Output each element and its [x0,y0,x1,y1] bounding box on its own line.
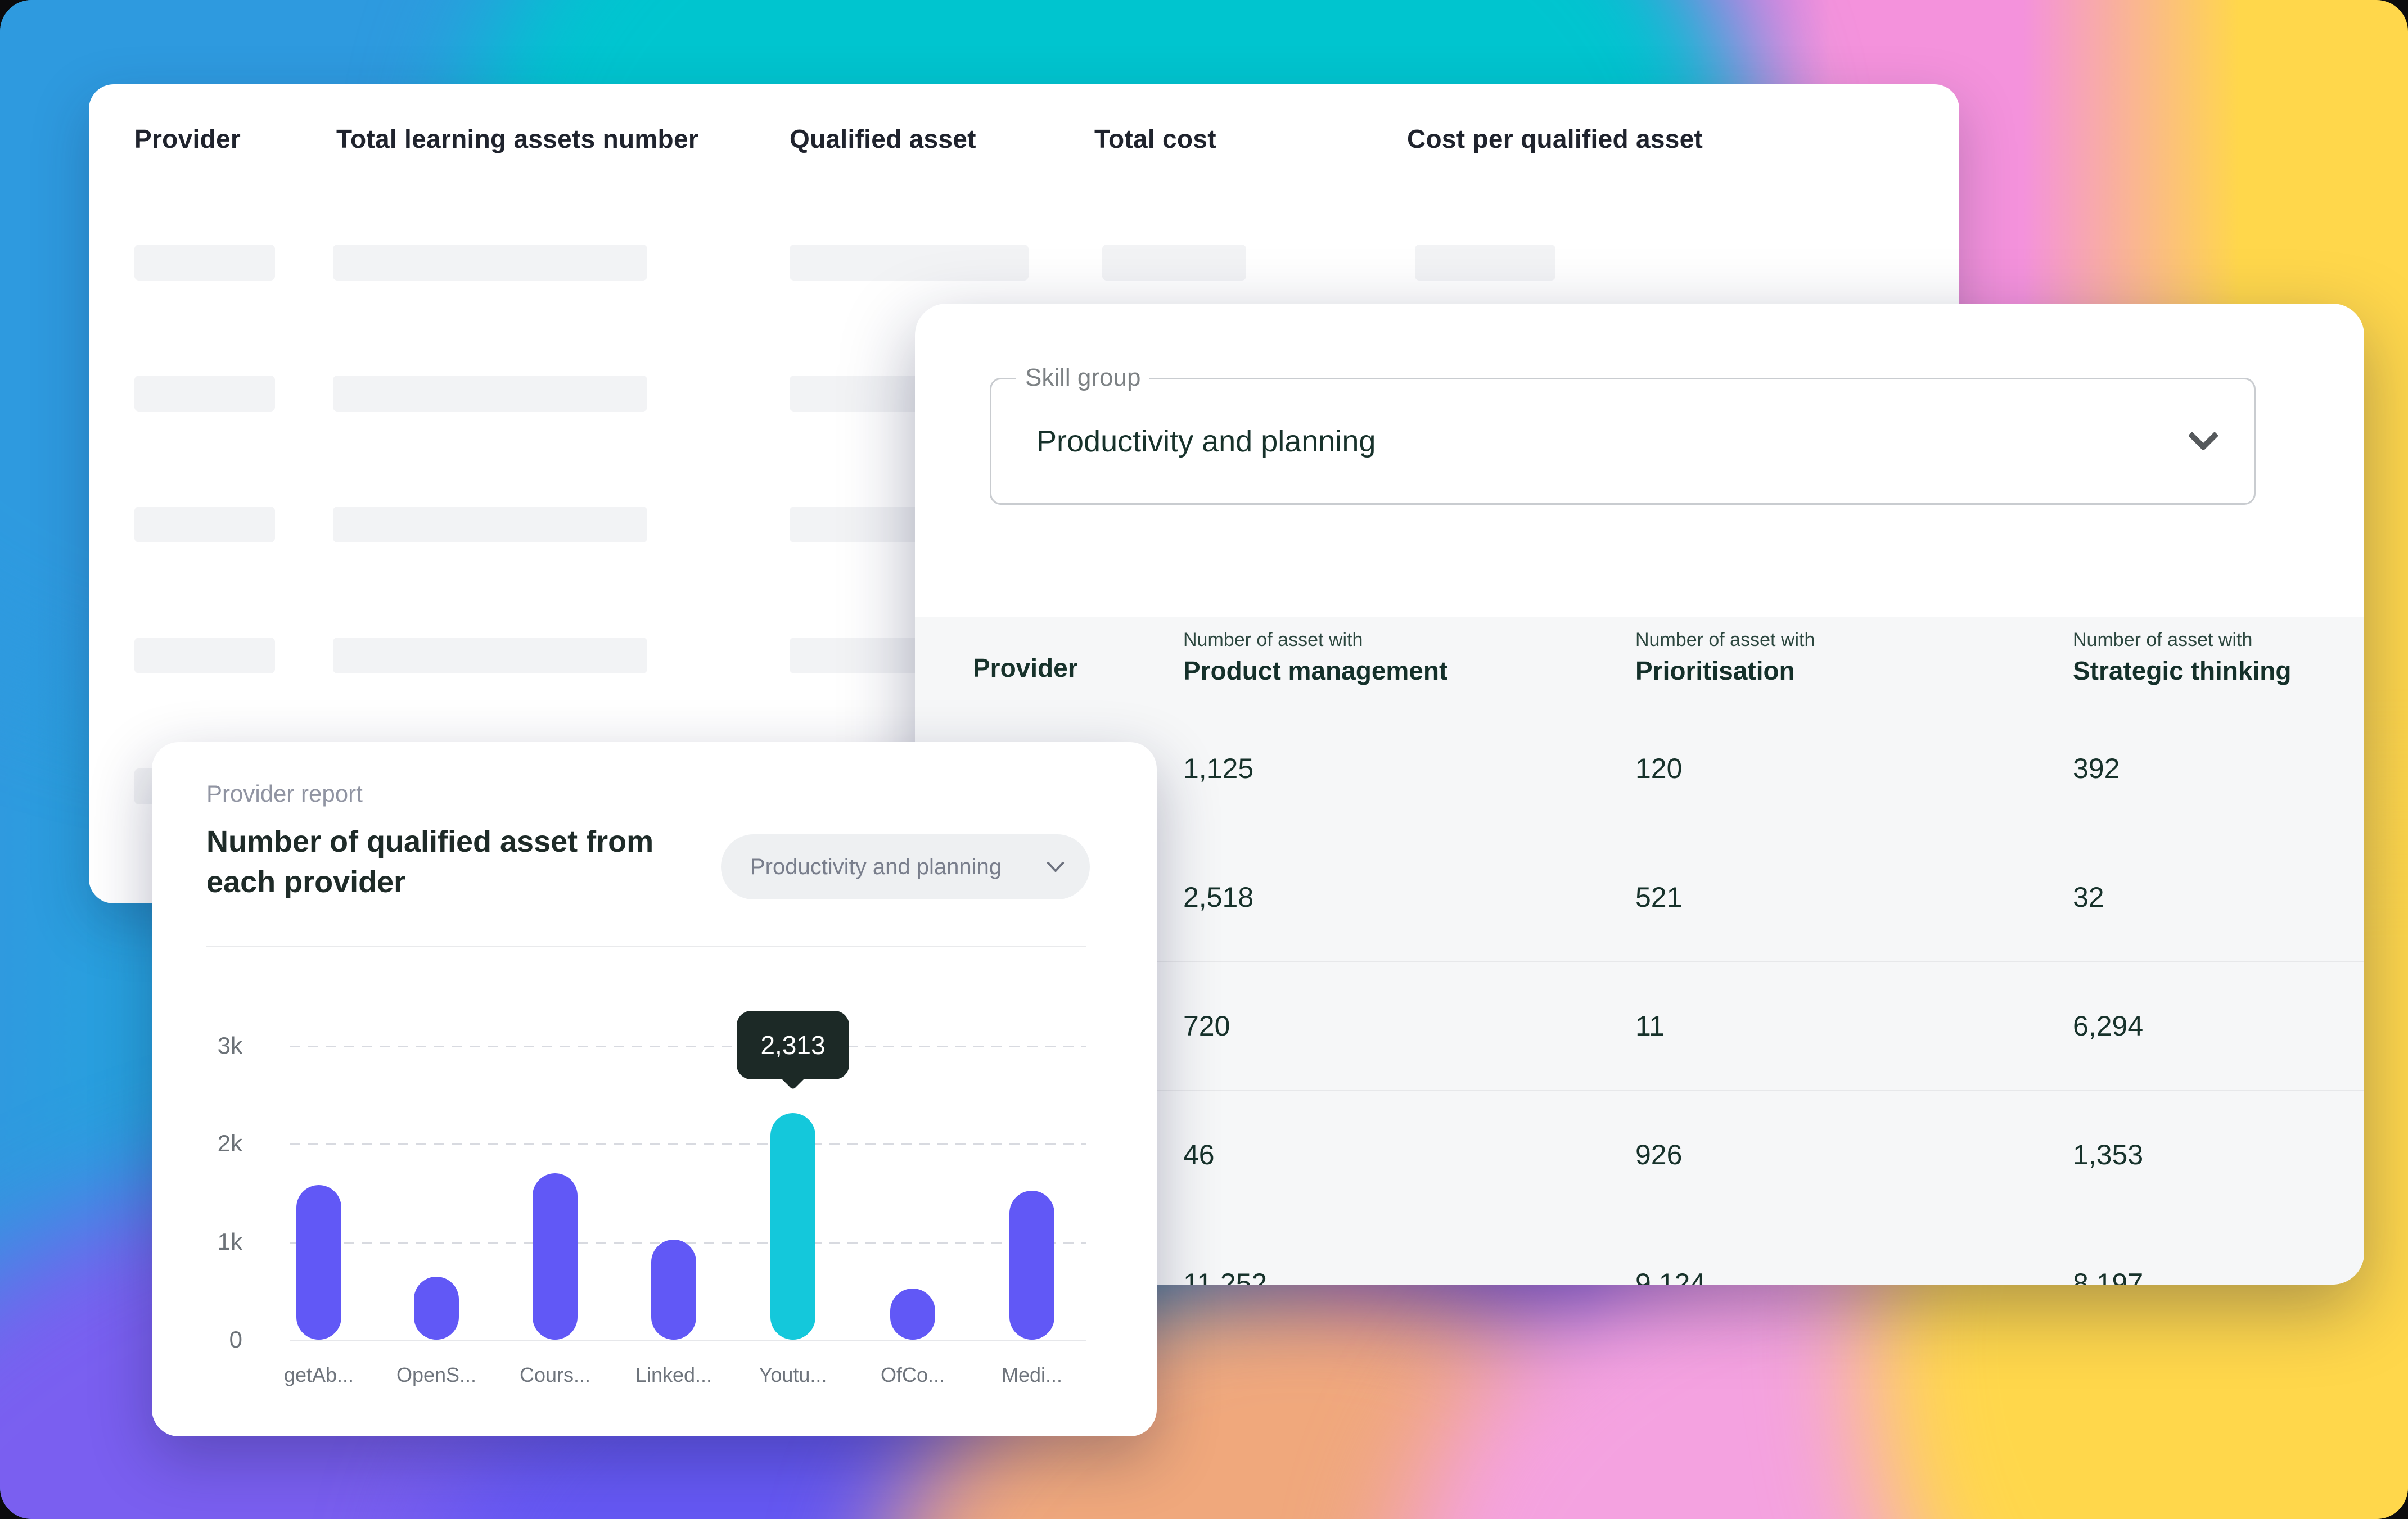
bar-Cours[interactable] [533,1173,578,1340]
table-row: 720 11 6,294 [915,961,2364,1090]
column-header: Total learning assets number [336,124,699,153]
select-value: Productivity and planning [1036,424,1376,458]
y-axis-tick-label: 0 [229,1326,242,1353]
skill-column-header: Number of asset with Product management [1183,629,1447,686]
skeleton-placeholder [790,245,1029,281]
x-axis-category-label: Medi... [1001,1363,1063,1386]
column-header: Total cost [1094,124,1216,153]
x-axis-category-label: OpenS... [396,1363,477,1386]
table-cell-value: 392 [2073,753,2120,784]
skill-column-header: Number of asset with Strategic thinking [2073,629,2291,686]
x-axis-category-label: OfCo... [880,1363,945,1386]
table-cell-value: 926 [1635,1139,1683,1170]
table-row-skeleton [89,197,1959,328]
table-cell-value: 120 [1635,753,1683,784]
column-header-prefix: Number of asset with [1183,629,1363,650]
column-header-skill: Prioritisation [1635,656,1795,685]
chevron-down-icon[interactable] [2189,432,2218,450]
table-cell-value: 9,124 [1635,1268,1706,1285]
table-row: 11,252 9,124 8,197 [915,1219,2364,1285]
chart-filter-dropdown[interactable]: Productivity and planning [721,834,1090,899]
skeleton-placeholder [1415,245,1555,281]
divider [206,946,1086,947]
table-cell-value: 32 [2073,881,2104,913]
gridline [290,1143,1086,1146]
x-axis-category-label: Youtu... [759,1363,827,1386]
skeleton-placeholder [333,245,647,281]
chart-filter-value: Productivity and planning [750,854,1002,879]
bar-OpenS[interactable] [414,1277,459,1340]
table-row: 1,125 120 392 [915,704,2364,833]
skeleton-placeholder [1102,245,1246,281]
table-cell-value: 1,125 [1183,753,1254,784]
gridline [290,1241,1086,1244]
table-cell-value: 46 [1183,1139,1215,1170]
column-header: Qualified asset [790,124,976,153]
provider-report-card: Provider report Number of qualified asse… [152,742,1157,1436]
skill-group-select[interactable]: Skill group Productivity and planning [990,364,2256,505]
table-cell-value: 6,294 [2073,1010,2144,1042]
bar-Youtu[interactable] [770,1113,815,1340]
table-cell-value: 521 [1635,881,1683,913]
skeleton-placeholder [134,376,275,412]
column-header: Provider [134,124,241,153]
chart-title: Number of qualified asset from each prov… [206,825,654,899]
table-cell-value: 11,252 [1183,1268,1268,1285]
y-axis-tick-label: 2k [217,1130,242,1157]
skeleton-placeholder [333,638,647,673]
bar-value-tooltip: 2,313 [737,1011,849,1079]
column-header-prefix: Number of asset with [2073,629,2253,650]
table-header-row: Provider Total learning assets number Qual… [89,124,1959,169]
x-axis-category-label: Cours... [519,1363,591,1386]
gridline [290,1046,1086,1047]
table-row: 46 926 1,353 [915,1090,2364,1219]
select-floating-label: Skill group [1016,364,1150,392]
provider-column-header: Provider [973,653,1078,682]
qualified-assets-bar-chart: 3k 2k 1k 0 getAb... OpenS... Cours... Linked...… [152,742,1157,1436]
x-axis-category-label: Linked... [635,1363,713,1386]
skeleton-placeholder [333,507,647,542]
x-axis-category-label: getAb... [283,1363,354,1386]
column-header-prefix: Number of asset with [1635,629,1815,650]
column-header: Cost per qualified asset [1407,124,1703,153]
skeleton-placeholder [134,245,275,281]
y-axis-tick-label: 1k [217,1228,242,1255]
skill-column-header: Number of asset with Prioritisation [1635,629,1815,686]
x-axis-baseline [290,1340,1086,1341]
card-eyebrow: Provider report [206,780,363,807]
bar-OfCo[interactable] [890,1289,935,1340]
chevron-down-icon [1047,862,1064,872]
skeleton-placeholder [134,638,275,673]
y-axis-tick-label: 3k [217,1032,242,1059]
table-cell-value: 1,353 [2073,1139,2144,1170]
column-header-skill: Product management [1183,656,1448,685]
bar-Medi[interactable] [1009,1191,1054,1340]
skeleton-placeholder [333,376,647,412]
table-row: 2,518 521 32 [915,833,2364,961]
bar-Linked[interactable] [651,1240,696,1340]
table-cell-value: 11 [1635,1010,1665,1042]
skeleton-placeholder [134,507,275,542]
skills-table-header: Provider Number of asset with Product man… [915,617,2364,704]
table-cell-value: 8,197 [2073,1268,2144,1285]
table-cell-value: 2,518 [1183,881,1254,913]
bar-getAb[interactable] [296,1185,341,1340]
table-cell-value: 720 [1183,1010,1230,1042]
column-header-skill: Strategic thinking [2073,656,2292,685]
